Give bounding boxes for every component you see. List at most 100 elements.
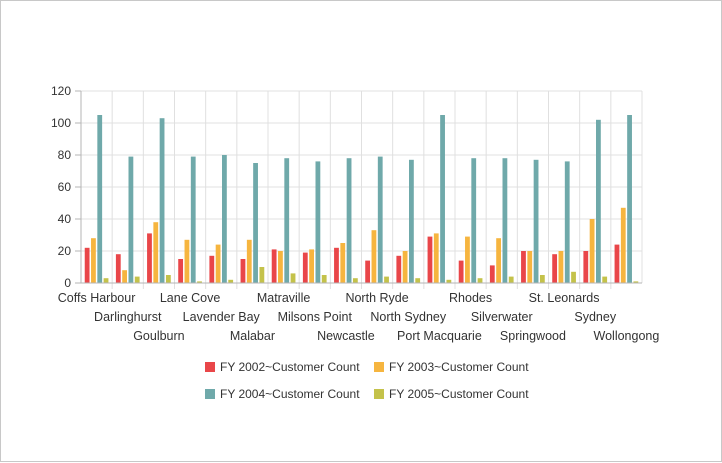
y-tick-label: 80 [58, 148, 72, 162]
bar[interactable] [352, 278, 358, 283]
legend-item[interactable]: FY 2003~Customer Count [374, 360, 529, 374]
x-tick-label: Darlinghurst [94, 310, 162, 324]
bar[interactable] [103, 278, 109, 283]
x-tick-label: Coffs Harbour [58, 291, 136, 305]
bar[interactable] [552, 254, 558, 283]
bar[interactable] [477, 278, 483, 283]
bar[interactable] [558, 251, 564, 283]
bar[interactable] [190, 156, 196, 283]
legend-label: FY 2004~Customer Count [220, 387, 360, 401]
bar[interactable] [508, 276, 514, 283]
bar[interactable] [539, 275, 545, 283]
bar[interactable] [465, 236, 470, 283]
x-tick-label: Goulburn [133, 329, 184, 343]
bar[interactable] [458, 260, 464, 283]
bar[interactable] [415, 278, 421, 283]
bar[interactable] [246, 239, 252, 283]
bar[interactable] [165, 275, 171, 283]
bar[interactable] [564, 161, 570, 283]
bar[interactable] [633, 281, 639, 283]
bar[interactable] [302, 252, 308, 283]
bar[interactable] [627, 115, 632, 283]
legend-swatch [374, 389, 384, 399]
bar[interactable] [147, 233, 152, 283]
bar[interactable] [159, 118, 165, 283]
x-tick-label: North Sydney [370, 310, 446, 324]
bar[interactable] [340, 243, 346, 283]
x-tick-label: Springwood [500, 329, 566, 343]
legend-item[interactable]: FY 2002~Customer Count [205, 360, 360, 374]
bar[interactable] [259, 267, 265, 283]
bar[interactable] [346, 158, 352, 283]
y-tick-label: 60 [58, 180, 72, 194]
bar[interactable] [427, 236, 433, 283]
bar[interactable] [440, 115, 445, 283]
bar[interactable] [284, 158, 290, 283]
bar[interactable] [620, 207, 626, 283]
bar[interactable] [253, 163, 258, 283]
x-tick-label: Rhodes [449, 291, 492, 305]
bar[interactable] [278, 251, 283, 283]
x-tick-label: Milsons Point [278, 310, 353, 324]
bar[interactable] [290, 273, 296, 283]
bar[interactable] [402, 251, 408, 283]
bar[interactable] [122, 270, 127, 283]
bar[interactable] [377, 156, 383, 283]
bar[interactable] [602, 276, 608, 283]
bar[interactable] [365, 260, 371, 283]
y-tick-label: 20 [58, 244, 72, 258]
legend-item[interactable]: FY 2005~Customer Count [374, 387, 529, 401]
bar[interactable] [184, 239, 190, 283]
bar[interactable] [271, 249, 277, 283]
bar[interactable] [84, 247, 90, 283]
x-tick-label: Lane Cove [160, 291, 221, 305]
x-tick-label: Matraville [257, 291, 311, 305]
bar[interactable] [521, 251, 526, 283]
bar[interactable] [583, 251, 589, 283]
bar[interactable] [371, 230, 377, 283]
x-tick-label: Malabar [230, 329, 275, 343]
bar[interactable] [240, 259, 246, 283]
bar[interactable] [97, 115, 103, 283]
x-tick-label: Silverwater [471, 310, 533, 324]
bar[interactable] [128, 156, 134, 283]
bar[interactable] [409, 159, 414, 283]
bar[interactable] [309, 249, 314, 283]
bar[interactable] [134, 276, 140, 283]
legend-label: FY 2002~Customer Count [220, 360, 360, 374]
bar[interactable] [178, 259, 184, 283]
bar[interactable] [91, 238, 96, 283]
bar[interactable] [614, 244, 620, 283]
bar[interactable] [489, 265, 495, 283]
bar[interactable] [315, 161, 321, 283]
bar[interactable] [471, 158, 477, 283]
bar[interactable] [334, 247, 339, 283]
legend-item[interactable]: FY 2004~Customer Count [205, 387, 360, 401]
bar[interactable] [197, 281, 202, 283]
bar[interactable] [571, 271, 576, 283]
bar[interactable] [446, 279, 452, 283]
bar[interactable] [533, 159, 539, 283]
bar[interactable] [433, 233, 439, 283]
x-tick-label: Sydney [574, 310, 616, 324]
bar[interactable] [222, 155, 227, 283]
grid [80, 90, 643, 289]
bar[interactable] [153, 222, 159, 283]
bar[interactable] [596, 119, 601, 283]
x-tick-label: North Ryde [345, 291, 408, 305]
bar[interactable] [321, 275, 327, 283]
x-tick-label: Port Macquarie [397, 329, 482, 343]
bar[interactable] [215, 244, 221, 283]
bar[interactable] [527, 251, 533, 283]
bar[interactable] [589, 219, 595, 283]
bar[interactable] [396, 255, 402, 283]
bar[interactable] [209, 255, 215, 283]
bar[interactable] [384, 276, 389, 283]
bar[interactable] [228, 279, 234, 283]
bar[interactable] [496, 238, 501, 283]
legend-swatch [205, 389, 215, 399]
bar[interactable] [502, 158, 508, 283]
bar[interactable] [115, 254, 121, 283]
